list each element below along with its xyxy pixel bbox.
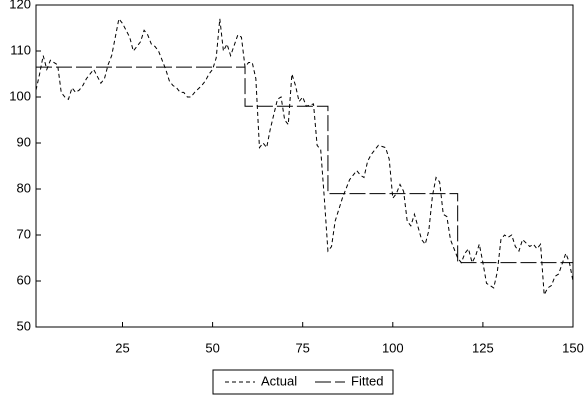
y-tick-label: 120 bbox=[9, 0, 31, 11]
x-tick-label: 75 bbox=[295, 340, 309, 355]
y-tick-label: 70 bbox=[17, 226, 31, 241]
legend-label: Actual bbox=[261, 373, 297, 388]
y-tick-label: 90 bbox=[17, 134, 31, 149]
legend-label: Fitted bbox=[351, 373, 384, 388]
x-tick-label: 150 bbox=[562, 340, 584, 355]
series-line bbox=[35, 17, 574, 297]
x-tick-label: 50 bbox=[205, 340, 219, 355]
y-tick-label: 60 bbox=[17, 272, 31, 287]
x-tick-label: 125 bbox=[472, 340, 494, 355]
y-tick-label: 50 bbox=[17, 318, 31, 333]
x-tick-label: 25 bbox=[115, 340, 129, 355]
series-line bbox=[36, 66, 573, 264]
plot-frame bbox=[35, 4, 574, 328]
y-tick-label: 100 bbox=[9, 88, 31, 103]
x-tick-label: 100 bbox=[382, 340, 404, 355]
y-tick-label: 80 bbox=[17, 180, 31, 195]
y-tick-label: 110 bbox=[10, 42, 31, 57]
